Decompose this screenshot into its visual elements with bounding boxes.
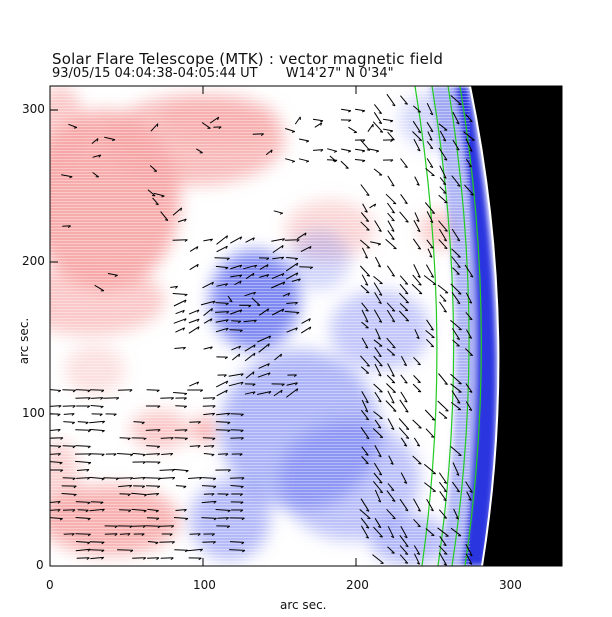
- off-disk-region: [470, 86, 562, 566]
- x-tick-100: 100: [193, 578, 216, 592]
- observation-position: W14'27" N 0'34": [285, 66, 394, 81]
- magnetogram-image: [50, 86, 562, 566]
- y-tick-300: 300: [22, 102, 45, 116]
- x-axis-label: arc sec.: [280, 598, 327, 612]
- y-axis-label: arc sec.: [17, 317, 31, 365]
- y-tick-0: 0: [36, 558, 44, 572]
- plot-frame: [49, 85, 563, 567]
- axis-ticks: [49, 86, 562, 567]
- solar-limb: [469, 86, 500, 566]
- y-tick-200: 200: [22, 254, 45, 268]
- figure-subtitle: 93/05/15 04:04:38-04:05:44 UT W14'27" N …: [52, 66, 394, 81]
- y-tick-100: 100: [22, 406, 45, 420]
- observation-time: 93/05/15 04:04:38-04:05:44 UT: [52, 66, 258, 81]
- x-tick-200: 200: [346, 578, 369, 592]
- x-tick-0: 0: [46, 578, 54, 592]
- x-tick-300: 300: [499, 578, 522, 592]
- magnetic-vectors: [50, 93, 475, 566]
- figure-title: Solar Flare Telescope (MTK) : vector mag…: [52, 50, 444, 68]
